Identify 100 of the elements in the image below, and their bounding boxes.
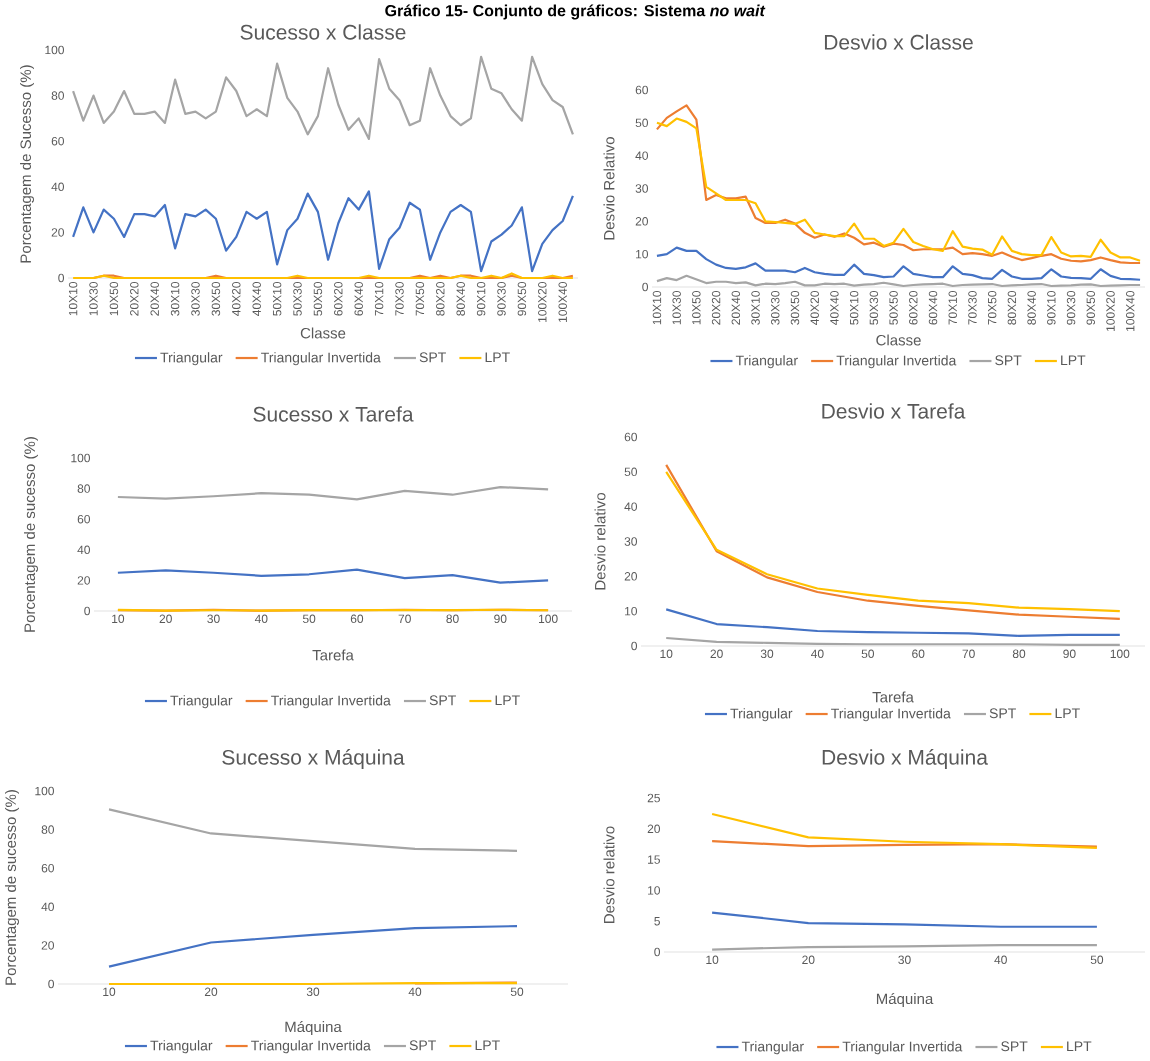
x-tick-label: 90X50 [517, 282, 527, 316]
x-tick-label: 50X30 [869, 291, 879, 325]
legend-label: LPT [485, 352, 510, 363]
y-tick-label: 0 [58, 273, 65, 283]
y-tick-label: 40 [635, 151, 649, 160]
y-axis-title: Desvio Relativo [603, 137, 615, 240]
y-tick-label: 20 [41, 941, 55, 950]
x-tick-label: 40 [408, 987, 422, 997]
x-axis-title: Classe [876, 334, 921, 346]
y-tick-label: 60 [51, 136, 65, 146]
x-tick-label: 70X50 [987, 291, 997, 325]
x-tick-label: 80X40 [1027, 291, 1036, 325]
x-tick-label: 90 [494, 614, 507, 624]
legend-label: SPT [409, 1040, 436, 1051]
x-tick-label: 80X20 [1007, 291, 1017, 325]
legend-label: Triangular [741, 1041, 804, 1055]
x-tick-label: 40 [811, 649, 824, 659]
x-tick-label: 10X10 [68, 282, 78, 316]
chart-title: Desvio x Tarefa [822, 403, 966, 419]
y-tick-label: 40 [77, 545, 91, 555]
x-tick-label: 60X40 [928, 291, 938, 325]
y-axis-title: Desvio relativo [603, 826, 615, 923]
x-tick-label: 90X10 [476, 282, 486, 316]
x-tick-label: 30X30 [771, 291, 780, 325]
legend-label: LPT [475, 1040, 500, 1051]
x-tick-label: 50X30 [293, 282, 302, 316]
x-tick-label: 60X20 [334, 282, 343, 316]
legend-label: SPT [1001, 1041, 1028, 1052]
x-tick-label: 60X40 [354, 282, 363, 316]
x-axis-title: Tarefa [872, 691, 914, 703]
x-tick-label: 40X40 [252, 282, 261, 316]
x-tick-label: 40 [254, 614, 268, 624]
y-tick-label: 20 [624, 572, 638, 581]
x-tick-label: 70X10 [374, 282, 384, 316]
legend-label: SPT [995, 355, 1022, 366]
legend-label: Triangular [730, 708, 793, 722]
y-tick-label: 60 [77, 514, 91, 524]
legend-label: Triangular Invertida [831, 708, 951, 722]
chart-title: Sucesso x Tarefa [253, 406, 414, 422]
x-tick-label: 10 [706, 955, 719, 965]
x-tick-label: 40X20 [232, 282, 241, 316]
x-tick-label: 100X20 [538, 282, 547, 322]
x-tick-label: 20 [159, 614, 172, 624]
x-axis-title: Tarefa [312, 649, 354, 661]
y-axis-title: Porcentagem de sucesso (%) [5, 790, 19, 985]
x-tick-label: 40X20 [810, 291, 819, 325]
x-tick-label: 90X50 [1086, 291, 1096, 325]
x-tick-label: 90X30 [1066, 291, 1076, 325]
y-tick-label: 40 [41, 902, 55, 912]
legend-label: LPT [1055, 708, 1080, 719]
y-tick-label: 10 [625, 606, 638, 616]
y-tick-label: 25 [647, 793, 660, 803]
legend-label: Triangular Invertida [271, 695, 391, 709]
x-tick-label: 50 [510, 987, 524, 997]
x-tick-label: 40 [994, 955, 1007, 965]
y-tick-label: 20 [77, 576, 91, 585]
x-tick-label: 10X50 [109, 282, 119, 316]
y-tick-label: 15 [648, 855, 660, 864]
legend-label: SPT [419, 352, 446, 363]
x-axis-title: Máquina [285, 1020, 342, 1036]
x-tick-label: 70X10 [948, 291, 957, 325]
x-tick-label: 30X50 [790, 291, 800, 325]
x-tick-label: 30X10 [751, 291, 760, 325]
legend-label: Triangular Invertida [836, 355, 957, 369]
x-tick-label: 30X30 [191, 282, 200, 316]
y-tick-label: 10 [636, 249, 649, 259]
x-tick-label: 70 [962, 649, 975, 659]
x-tick-label: 20X40 [731, 291, 741, 325]
x-tick-label: 30X10 [170, 282, 180, 316]
y-tick-label: 60 [41, 863, 55, 873]
legend-label: LPT [495, 695, 520, 706]
legend-label: Triangular [735, 355, 798, 369]
x-tick-label: 80X40 [456, 282, 465, 316]
y-tick-label: 0 [654, 947, 661, 957]
x-tick-label: 50X10 [272, 282, 282, 316]
x-tick-label: 30 [306, 987, 320, 997]
y-axis-title: Desvio relativo [594, 492, 606, 590]
x-tick-label: 10X30 [89, 282, 98, 316]
y-tick-label: 100 [45, 45, 64, 55]
x-tick-label: 10X10 [652, 291, 662, 325]
x-tick-label: 50X50 [889, 291, 898, 325]
x-tick-label: 20X40 [150, 282, 159, 316]
y-tick-label: 5 [654, 917, 660, 926]
y-tick-label: 50 [635, 118, 649, 128]
y-axis-title: Porcentagem de sucesso (%) [24, 437, 38, 632]
y-tick-label: 40 [624, 502, 638, 511]
x-tick-label: 30 [207, 614, 220, 624]
x-tick-label: 60X20 [909, 291, 918, 325]
x-tick-label: 100X40 [1125, 291, 1135, 331]
legend-label: Triangular Invertida [251, 1040, 371, 1054]
legend-label: LPT [1067, 1041, 1092, 1052]
x-tick-label: 50 [1090, 955, 1104, 965]
y-tick-label: 20 [647, 824, 661, 834]
legend-label: Triangular [170, 695, 233, 709]
y-tick-label: 60 [624, 432, 638, 442]
x-tick-label: 80 [446, 614, 459, 624]
y-axis-title: Porcentagem de Sucesso (%) [20, 65, 34, 263]
chart-title: Sucesso x Classe [240, 24, 406, 40]
x-tick-label: 20X20 [130, 282, 139, 316]
y-tick-label: 30 [635, 184, 649, 193]
